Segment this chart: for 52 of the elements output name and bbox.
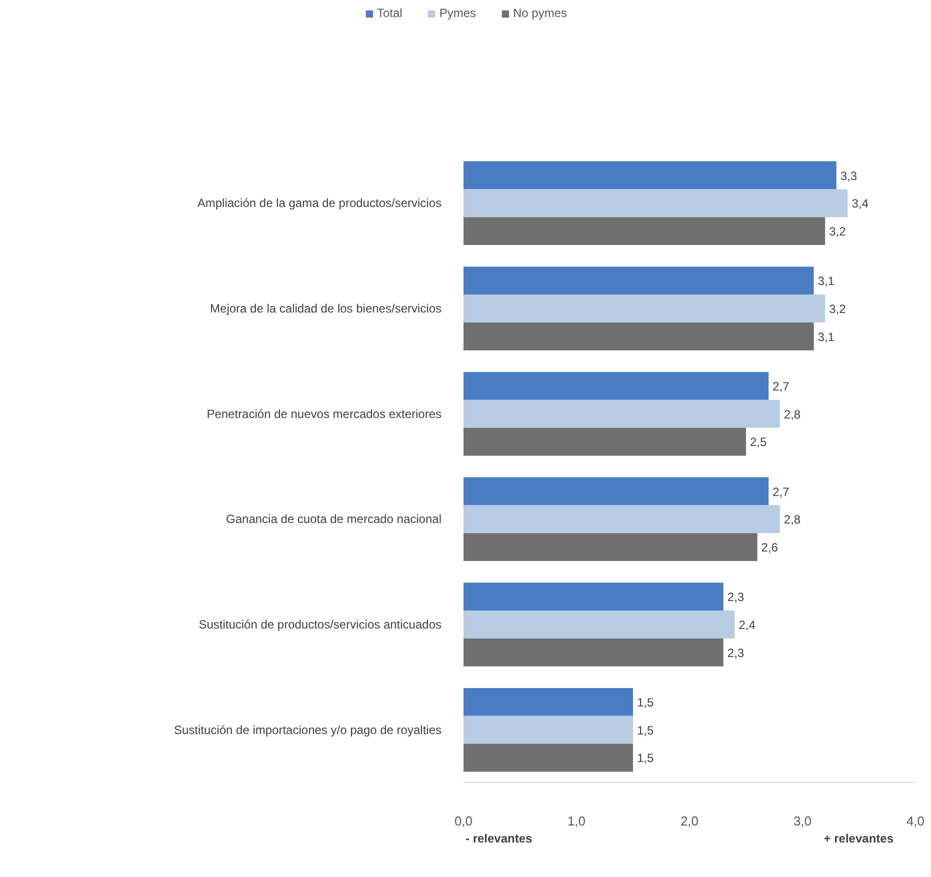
data-label: 2,4 [738,618,756,632]
data-label: 2,3 [727,590,744,604]
bar [464,477,769,506]
data-label: 2,3 [727,646,744,660]
bar [464,217,826,246]
text: + relevantes [824,832,894,846]
legend-label: Total [376,6,402,20]
data-label: 2,5 [750,435,768,450]
x-tick-label: 3,0 [793,814,812,828]
bar [464,716,633,744]
data-label: 3,3 [840,168,858,183]
data-label: 3,2 [829,302,846,316]
bar [464,266,814,295]
y-tick-label: Penetración de nuevos mercados exteriores [206,406,442,421]
bar [464,582,724,611]
data-label: 2,8 [784,512,801,527]
bar [464,610,735,638]
bar [464,533,758,562]
data-label: 2,8 [784,407,801,422]
y-tick-label: Sustitución de importaciones y/o pago de royalties [174,722,442,737]
bar [464,428,746,456]
bar [464,505,780,534]
y-tick-label: Mejora de la calidad de los bienes/servicios [210,302,442,316]
x-tick-label: 0,0 [454,814,473,828]
y-tick-label: Ganancia de cuota de mercado nacional [226,512,442,526]
bar [464,189,848,218]
data-label: 3,2 [829,224,846,239]
data-label: 1,5 [637,695,654,710]
bar [464,744,633,772]
data-label: 2,7 [772,379,790,394]
bar [464,638,724,666]
bar [464,294,826,322]
data-label: 2,7 [772,484,790,499]
x-tick-label: 2,0 [680,814,699,828]
bar [464,161,836,190]
data-label: 1,5 [637,723,654,738]
data-label: 3,1 [818,330,835,344]
y-tick-label: Ampliación de la gama de productos/servicios [197,196,442,210]
bar [464,400,780,428]
x-tick-label: 4,0 [906,814,925,828]
text: - relevantes [466,832,533,846]
data-label: 3,1 [818,274,835,288]
legend-label: No pymes [513,6,568,20]
data-label: 2,6 [761,540,778,555]
bar [464,322,814,350]
bar [464,688,633,716]
x-tick-label: 1,0 [567,814,586,828]
legend-label: Pymes [439,6,476,20]
data-label: 1,5 [637,751,654,766]
y-tick-label: Sustitución de productos/servicios anticuados [198,618,442,632]
bar [464,372,769,400]
data-label: 3,4 [852,196,869,211]
